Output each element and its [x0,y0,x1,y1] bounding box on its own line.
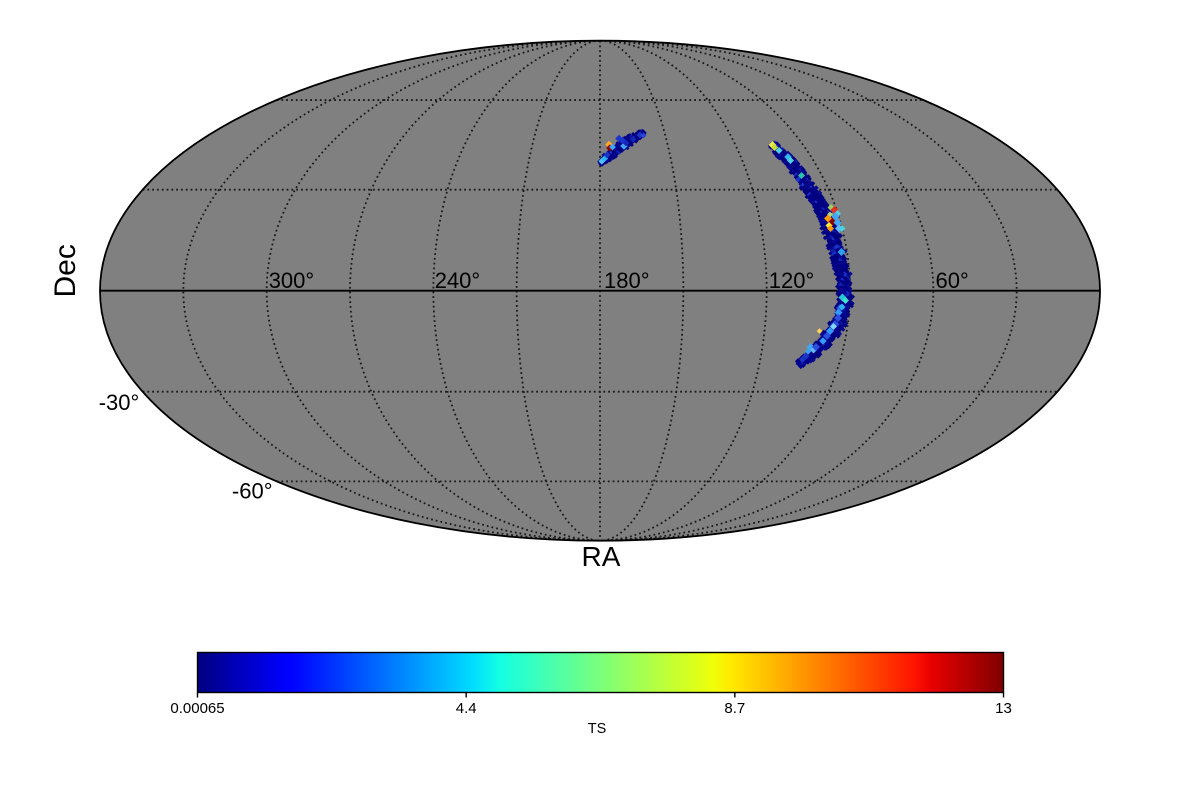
svg-text:-30°: -30° [99,390,140,415]
svg-text:240°: 240° [435,268,481,293]
svg-text:0.00065: 0.00065 [170,700,224,717]
svg-text:8.7: 8.7 [724,700,745,717]
svg-text:-60°: -60° [232,478,273,503]
svg-text:Dec: Dec [49,244,82,297]
svg-text:180°: 180° [604,268,650,293]
svg-text:120°: 120° [769,268,815,293]
svg-text:13: 13 [995,700,1012,717]
svg-text:TS: TS [588,721,607,737]
svg-text:60°: 60° [936,268,969,293]
svg-text:RA: RA [582,541,621,572]
svg-text:4.4: 4.4 [456,700,477,717]
svg-text:300°: 300° [269,268,315,293]
